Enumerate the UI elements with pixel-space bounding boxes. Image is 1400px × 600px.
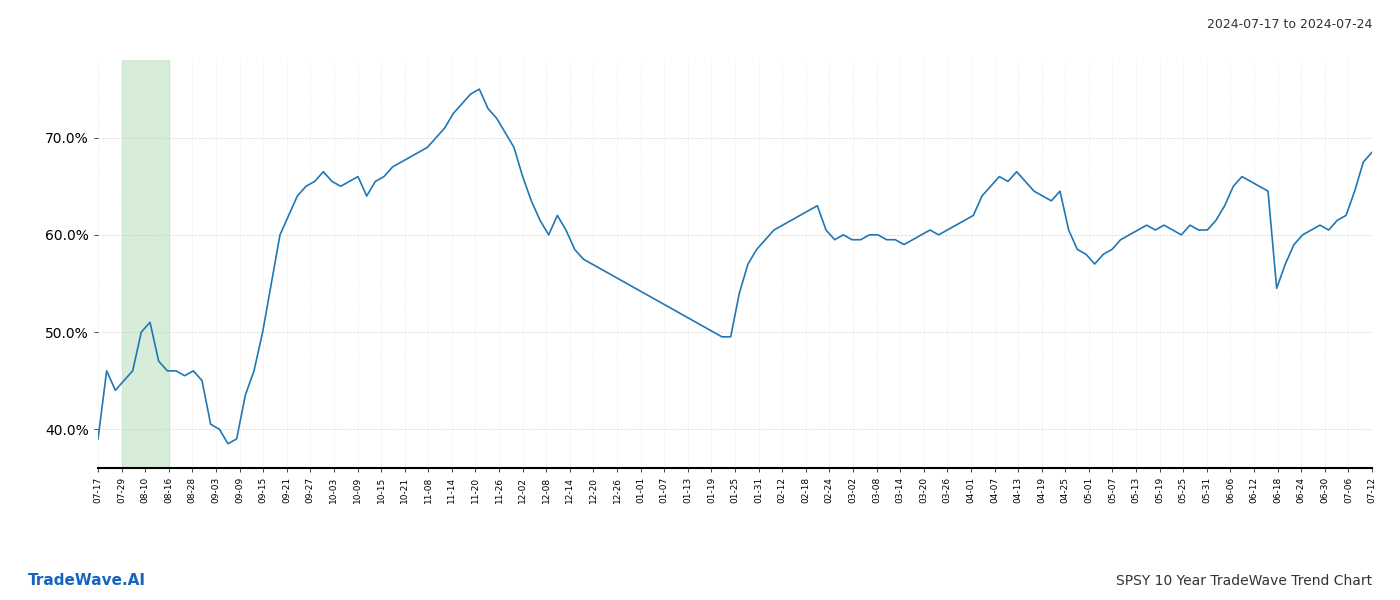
Text: 2024-07-17 to 2024-07-24: 2024-07-17 to 2024-07-24 bbox=[1207, 18, 1372, 31]
Text: SPSY 10 Year TradeWave Trend Chart: SPSY 10 Year TradeWave Trend Chart bbox=[1116, 574, 1372, 588]
Text: TradeWave.AI: TradeWave.AI bbox=[28, 573, 146, 588]
Bar bbox=[122, 60, 169, 468]
